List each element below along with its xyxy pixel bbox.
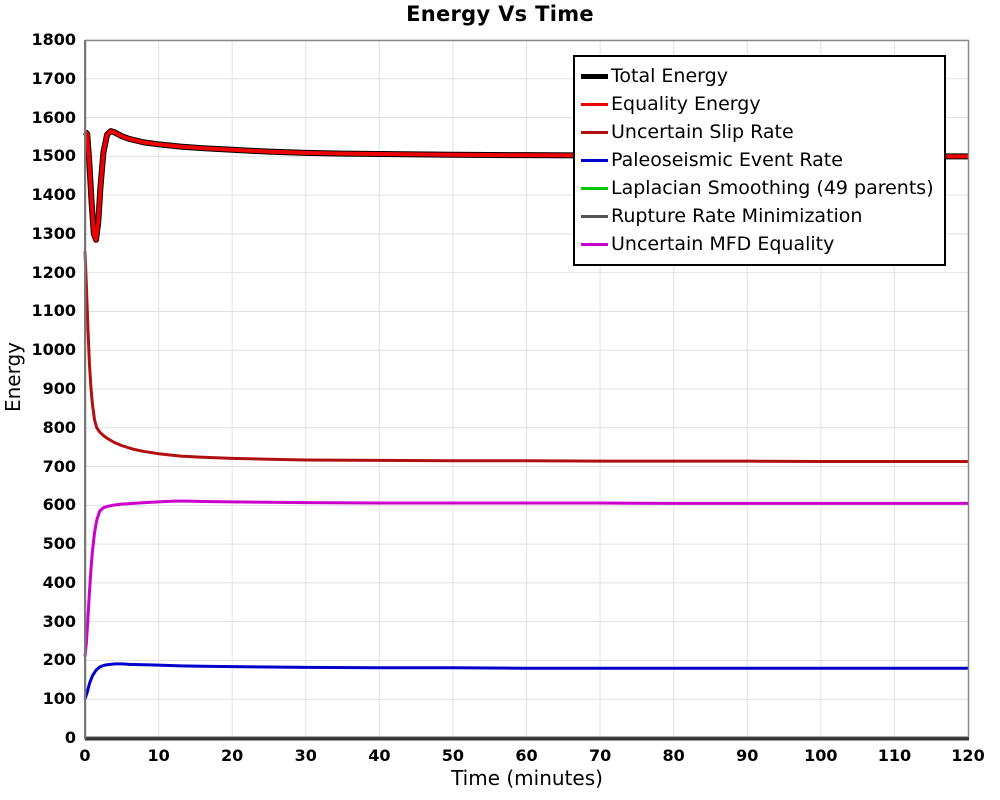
- series-line: [83, 499, 968, 657]
- x-tick-label: 80: [662, 746, 685, 765]
- y-tick-label: 600: [42, 495, 76, 515]
- series-line: [83, 251, 968, 464]
- legend-item[interactable]: Uncertain MFD Equality: [581, 230, 938, 258]
- y-tick-label: 1800: [31, 30, 76, 49]
- legend-item-label: Total Energy: [611, 64, 728, 87]
- y-tick-label: 900: [42, 379, 76, 398]
- x-tick-label: 10: [147, 746, 170, 765]
- axis-frame: [84, 39, 970, 741]
- y-tick-label: 1200: [31, 262, 76, 282]
- legend-item[interactable]: Total Energy: [581, 62, 938, 90]
- x-axis-title: Time (minutes): [451, 766, 603, 790]
- legend-color-swatch-icon: [581, 186, 608, 190]
- legend-item[interactable]: Equality Energy: [581, 90, 938, 118]
- legend-item[interactable]: Paleoseismic Event Rate: [581, 146, 938, 174]
- y-tick-label: 0: [64, 728, 76, 747]
- x-tick-label: 50: [441, 746, 465, 765]
- y-tick-label: 200: [42, 650, 76, 670]
- legend-item-label: Paleoseismic Event Rate: [611, 148, 843, 171]
- y-tick-label: 300: [42, 611, 76, 631]
- x-tick-label: 110: [877, 746, 912, 765]
- chart-legend: Total Energy Equality Energy Uncertain Sli…: [573, 55, 946, 266]
- x-tick-label: 100: [804, 746, 838, 765]
- y-tick-label: 800: [42, 417, 76, 437]
- y-tick-label: 1400: [31, 185, 76, 205]
- legend-item-label: Laplacian Smoothing (49 parents): [611, 176, 934, 199]
- legend-item[interactable]: Rupture Rate Minimization: [581, 202, 938, 230]
- legend-color-swatch-icon: [581, 73, 608, 79]
- legend-item-label: Uncertain MFD Equality: [611, 232, 835, 255]
- x-tick-label: 30: [294, 746, 317, 765]
- legend-item-label: Equality Energy: [611, 92, 761, 115]
- y-tick-label: 1100: [31, 301, 76, 321]
- y-tick-label: 700: [42, 456, 76, 476]
- x-tick-label: 40: [368, 746, 391, 765]
- y-tick-label: 1700: [31, 68, 76, 88]
- y-tick-label: 1500: [31, 146, 76, 166]
- legend-color-swatch-icon: [581, 242, 608, 246]
- x-tick-label: 120: [951, 746, 985, 765]
- y-tick-label: 1600: [31, 107, 76, 127]
- legend-color-swatch-icon: [581, 102, 608, 106]
- x-tick-label: 70: [588, 746, 612, 765]
- y-tick-label: 1000: [31, 340, 76, 360]
- y-tick-label: 400: [42, 572, 76, 592]
- legend-item-label: Uncertain Slip Rate: [611, 120, 794, 143]
- legend-item[interactable]: Laplacian Smoothing (49 parents): [581, 174, 938, 202]
- x-tick-label: 60: [515, 746, 538, 765]
- x-tick-label: 90: [736, 746, 759, 765]
- x-tick-label: 20: [221, 746, 244, 765]
- legend-item-label: Rupture Rate Minimization: [611, 204, 863, 227]
- legend-color-swatch-icon: [581, 130, 608, 134]
- legend-color-swatch-icon: [581, 158, 608, 162]
- y-tick-label: 100: [42, 689, 76, 709]
- y-tick-label: 500: [42, 534, 76, 554]
- x-tick-label: 0: [79, 746, 91, 765]
- chart-title: Energy Vs Time: [406, 2, 594, 26]
- series-line: [83, 662, 968, 700]
- legend-color-swatch-icon: [581, 214, 608, 218]
- legend-item[interactable]: Uncertain Slip Rate: [581, 118, 938, 146]
- y-tick-label: 1300: [31, 223, 76, 243]
